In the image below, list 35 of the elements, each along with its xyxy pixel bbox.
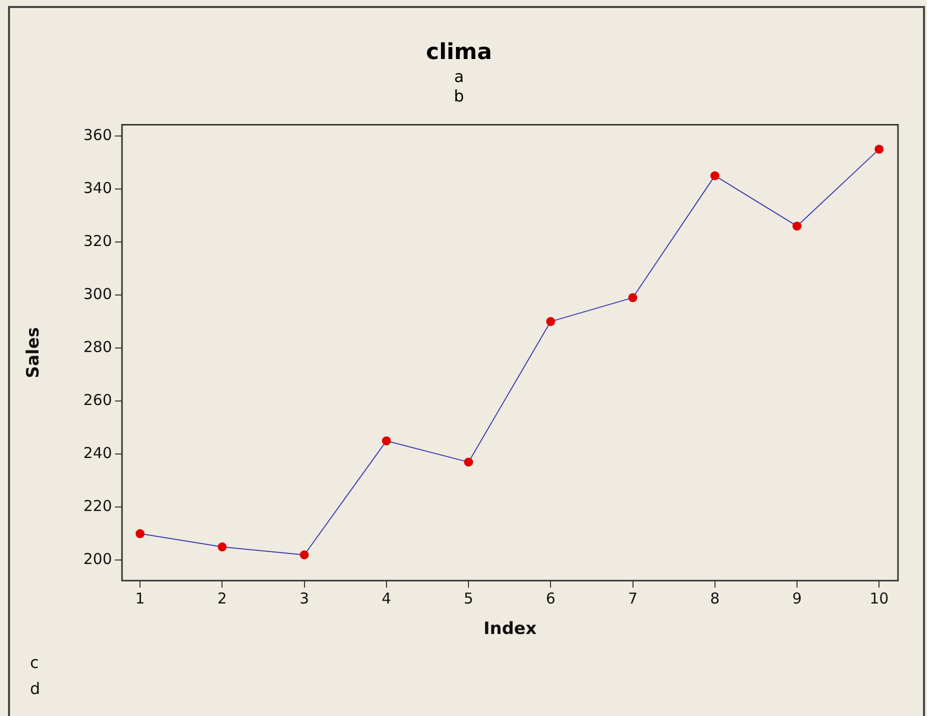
y-tick-label: 320: [83, 232, 112, 250]
point: [218, 542, 227, 552]
x-tick-label: 2: [217, 589, 227, 608]
point: [792, 222, 802, 231]
point: [382, 436, 391, 446]
x-tick-label: 3: [300, 589, 310, 608]
x-tick-label: 5: [464, 589, 474, 608]
point: [136, 529, 145, 538]
y-tick-label: 240: [83, 444, 112, 462]
x-tick-label: 9: [792, 589, 802, 608]
x-tick-label: 4: [382, 589, 392, 608]
point: [874, 144, 884, 154]
y-tick-label: 220: [83, 497, 112, 516]
point: [628, 293, 638, 302]
x-tick-label: 6: [546, 589, 556, 608]
x-tick-label: 10: [870, 589, 889, 608]
y-tick-label: 360: [83, 126, 112, 144]
x-tick-label: 7: [628, 589, 638, 608]
text: d: [30, 678, 40, 700]
point: [710, 171, 720, 180]
text: c: [30, 652, 40, 674]
x-tick-label: 1: [135, 589, 145, 608]
y-axis-title: Sales: [24, 327, 44, 378]
y-tick-label: 200: [83, 550, 112, 568]
point: [300, 550, 309, 560]
chart-subtitle: a b: [454, 67, 464, 106]
point: [464, 458, 474, 467]
y-tick-label: 340: [83, 178, 112, 197]
y-tick-label: 280: [83, 338, 112, 356]
y-tick-label: 300: [83, 284, 112, 303]
point: [546, 317, 556, 326]
x-tick-label: 8: [710, 589, 720, 608]
y-tick-label: 260: [83, 390, 112, 409]
chart-title: clima: [426, 40, 492, 65]
x-axis-title: Index: [483, 619, 537, 640]
